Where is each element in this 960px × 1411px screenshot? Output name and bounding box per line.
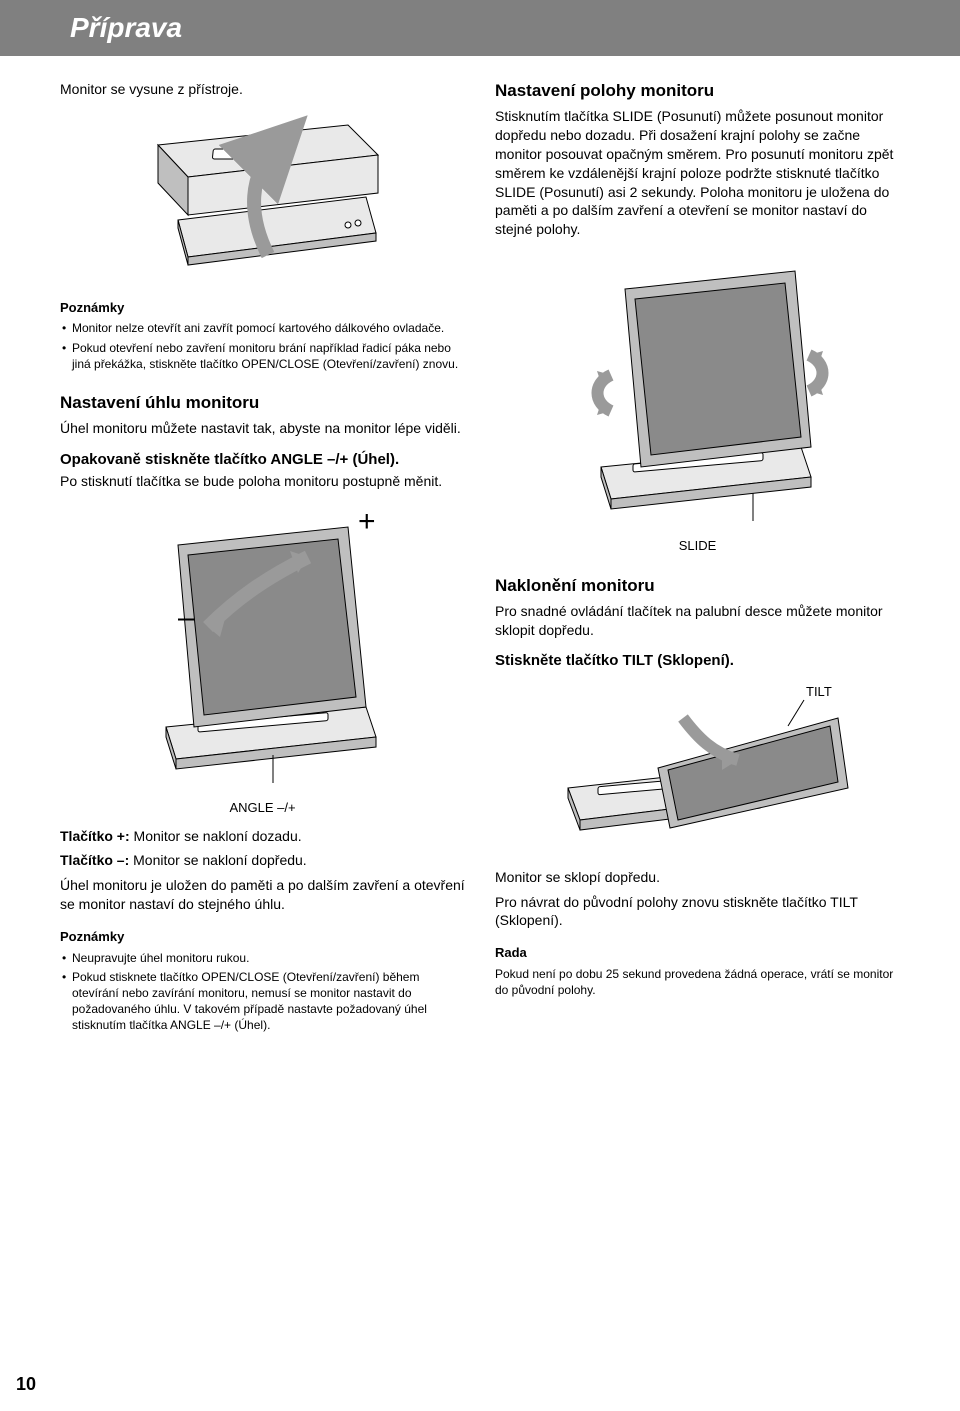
section-header: Příprava — [0, 0, 960, 56]
minus-text: Monitor se nakloní dopředu. — [129, 852, 306, 868]
illus-eject — [60, 105, 465, 285]
svg-text:+: + — [358, 505, 376, 538]
page-number: 10 — [16, 1374, 36, 1395]
svg-text:–: – — [178, 601, 195, 634]
tip-text: Pokud není po dobu 25 sekund provedena ž… — [495, 966, 900, 998]
minus-line: Tlačítko –: Monitor se nakloní dopředu. — [60, 851, 465, 870]
section-title: Příprava — [70, 12, 182, 43]
minus-label: Tlačítko –: — [60, 852, 129, 868]
note-item: Monitor nelze otevřít ani zavřít pomocí … — [60, 320, 465, 336]
note-item: Neupravujte úhel monitoru rukou. — [60, 950, 465, 966]
tilt-after2: Pro návrat do původní polohy znovu stisk… — [495, 893, 900, 931]
tip-title: Rada — [495, 944, 900, 962]
plus-label: Tlačítko +: — [60, 828, 130, 844]
angle-after: Po stisknutí tlačítka se bude poloha mon… — [60, 472, 465, 491]
notes-list-1: Monitor nelze otevřít ani zavřít pomocí … — [60, 320, 465, 372]
intro-text: Monitor se vysune z přístroje. — [60, 80, 465, 99]
note-item: Pokud stisknete tlačítko OPEN/CLOSE (Ote… — [60, 969, 465, 1034]
note-item: Pokud otevření nebo zavření monitoru brá… — [60, 340, 465, 372]
plus-line: Tlačítko +: Monitor se nakloní dozadu. — [60, 827, 465, 846]
notes-list-2: Neupravujte úhel monitoru rukou. Pokud s… — [60, 950, 465, 1034]
illus-slide: SLIDE — [495, 245, 900, 555]
right-column: Nastavení polohy monitoru Stisknutím tla… — [495, 80, 900, 1037]
heading-angle: Nastavení úhlu monitoru — [60, 392, 465, 415]
angle-instruction: Opakovaně stiskněte tlačítko ANGLE –/+ (… — [60, 450, 465, 470]
angle-text: Úhel monitoru můžete nastavit tak, abyst… — [60, 419, 465, 438]
angle-caption: ANGLE –/+ — [60, 799, 465, 817]
plus-text: Monitor se nakloní dozadu. — [130, 828, 302, 844]
heading-tilt: Naklonění monitoru — [495, 575, 900, 598]
notes-title-2: Poznámky — [60, 928, 465, 946]
tilt-after1: Monitor se sklopí dopředu. — [495, 868, 900, 887]
mem-text: Úhel monitoru je uložen do paměti a po d… — [60, 876, 465, 914]
position-text: Stisknutím tlačítka SLIDE (Posunutí) můž… — [495, 107, 900, 239]
tilt-text: Pro snadné ovládání tlačítek na palubní … — [495, 602, 900, 640]
tilt-label-inline: TILT — [806, 684, 832, 699]
illus-angle: + – ANGLE –/+ — [60, 497, 465, 817]
illus-tilt: TILT — [495, 678, 900, 858]
tilt-instruction: Stiskněte tlačítko TILT (Sklopení). — [495, 651, 900, 671]
left-column: Monitor se vysune z přístroje. — [60, 80, 465, 1037]
heading-position: Nastavení polohy monitoru — [495, 80, 900, 103]
slide-caption: SLIDE — [495, 537, 900, 555]
notes-title-1: Poznámky — [60, 299, 465, 317]
